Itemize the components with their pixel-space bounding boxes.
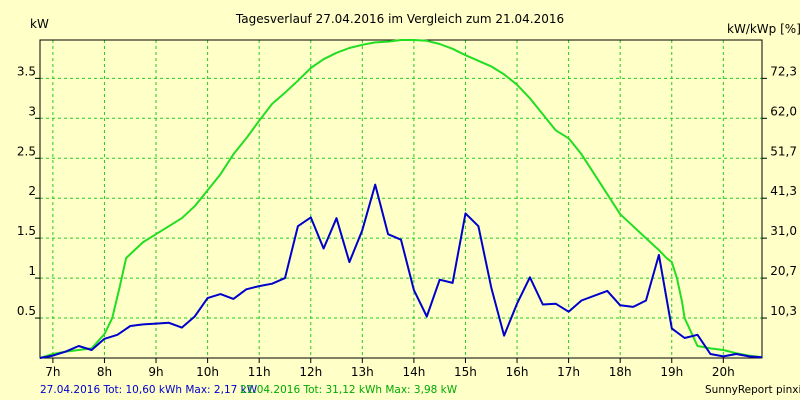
x-tick-label-5: 12h	[299, 365, 322, 379]
series-lines	[39, 39, 763, 359]
y-axis-right-ticks: 10,3 20,7 31,0 41,3 51,7 62,0 72,3	[762, 64, 797, 319]
credit-text: SunnyReport pinxit	[705, 384, 800, 396]
x-tick-label-3: 10h	[196, 365, 219, 379]
y-left-tick-label-1: 1	[28, 264, 36, 278]
y-right-tick-label-0: 10,3	[770, 304, 797, 318]
x-tick-label-0: 7h	[45, 365, 60, 379]
y-left-tick-label-0: 0.5	[17, 304, 36, 318]
y-axis-left-ticks: 0.5 1 1.5 2 2.5 3 3.5	[17, 64, 40, 319]
series-line-21-04-2016	[39, 39, 763, 359]
x-tick-label-8: 15h	[454, 365, 477, 379]
series-line-27-04-2016	[39, 183, 763, 359]
y-left-tick-label-3: 2	[28, 184, 36, 198]
summary-series-2: 21.04.2016 Tot: 31,12 kWh Max: 3,98 kW	[240, 384, 458, 396]
x-tick-label-12: 19h	[660, 365, 683, 379]
x-tick-label-9: 16h	[506, 365, 529, 379]
y-left-tick-label-6: 3.5	[17, 64, 36, 78]
x-axis-ticks: 7h 8h 9h 10h 11h 12h 13h 14h 15h 16h 17h 18h 19h 20h	[45, 358, 735, 379]
y-left-tick-label-4: 2.5	[17, 144, 36, 158]
x-tick-label-6: 13h	[351, 365, 374, 379]
x-tick-label-11: 18h	[609, 365, 632, 379]
y-axis-right-label: kW/kWp [%]	[727, 22, 800, 36]
x-tick-label-4: 11h	[248, 365, 271, 379]
summary-series-1: 27.04.2016 Tot: 10,60 kWh Max: 2,17 kW	[40, 384, 258, 396]
y-right-tick-label-6: 72,3	[770, 64, 797, 78]
x-tick-label-2: 9h	[148, 365, 163, 379]
x-tick-label-13: 20h	[712, 365, 735, 379]
x-tick-label-10: 17h	[557, 365, 580, 379]
y-left-tick-label-5: 3	[28, 104, 36, 118]
y-right-tick-label-2: 31,0	[770, 224, 797, 238]
x-tick-label-7: 14h	[402, 365, 425, 379]
x-tick-label-1: 8h	[97, 365, 112, 379]
y-right-tick-label-5: 62,0	[770, 104, 797, 118]
y-right-tick-label-4: 51,7	[770, 144, 797, 158]
plot-area	[40, 40, 762, 358]
y-left-tick-label-2: 1.5	[17, 224, 36, 238]
chart-title: Tagesverlauf 27.04.2016 im Vergleich zum…	[235, 12, 564, 26]
y-right-tick-label-1: 20,7	[770, 264, 797, 278]
y-axis-left-label: kW	[30, 17, 49, 31]
y-right-tick-label-3: 41,3	[770, 184, 797, 198]
